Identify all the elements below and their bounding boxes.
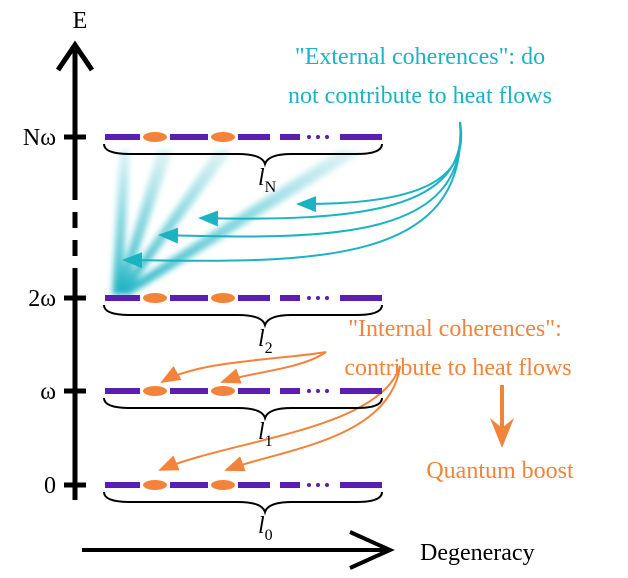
block-label: l2 (258, 326, 273, 357)
note-line: "Internal coherences": (348, 316, 561, 342)
state-dot (325, 389, 329, 393)
degeneracy-axis (82, 532, 390, 568)
energy-axis-label: E (73, 8, 88, 34)
boost-label: Quantum boost (426, 458, 574, 484)
block-label: l1 (258, 419, 273, 450)
coherence-blob (211, 480, 235, 490)
state-dot (316, 389, 320, 393)
boost-arrow (490, 385, 514, 448)
block-brace (104, 492, 382, 512)
state-dot (316, 135, 320, 139)
note-line: "External coherences": do (295, 44, 545, 70)
block-subscript: 0 (265, 527, 273, 544)
block-subscript: 2 (265, 340, 273, 357)
state-dot (316, 296, 320, 300)
external-note: "External coherences": do not contribute… (288, 44, 552, 109)
state-dot (325, 135, 329, 139)
block-brace (104, 398, 382, 418)
energy-label: 0 (44, 473, 56, 499)
energy-label: 2ω (28, 286, 56, 312)
coherence-blob (211, 132, 235, 142)
block-label: lN (258, 165, 277, 196)
block-subscript: 1 (265, 433, 273, 450)
coherence-blob (211, 293, 235, 303)
state-dot (325, 483, 329, 487)
diagram: E Degeneracy NωlN2ωl2ωl10l0 "External co… (0, 0, 628, 578)
state-dot (307, 135, 311, 139)
block-brace (104, 305, 382, 325)
coherence-blob (211, 386, 235, 396)
state-dot (307, 389, 311, 393)
energy-label: ω (40, 379, 56, 405)
state-dot (307, 483, 311, 487)
block-label: l0 (258, 513, 273, 544)
state-dot (325, 296, 329, 300)
coherence-blob (143, 386, 167, 396)
coherence-blob (143, 132, 167, 142)
coherence-blob (143, 480, 167, 490)
energy-label: Nω (23, 125, 56, 151)
note-line: contribute to heat flows (344, 355, 571, 381)
state-dot (316, 483, 320, 487)
coherence-blob (143, 293, 167, 303)
internal-note: "Internal coherences": contribute to hea… (344, 316, 571, 381)
energy-axis (58, 45, 92, 500)
block-subscript: N (265, 179, 277, 196)
external-coherence-wedges (112, 150, 362, 296)
note-line: not contribute to heat flows (288, 83, 552, 109)
degeneracy-axis-label: Degeneracy (420, 540, 535, 566)
state-dot (307, 296, 311, 300)
